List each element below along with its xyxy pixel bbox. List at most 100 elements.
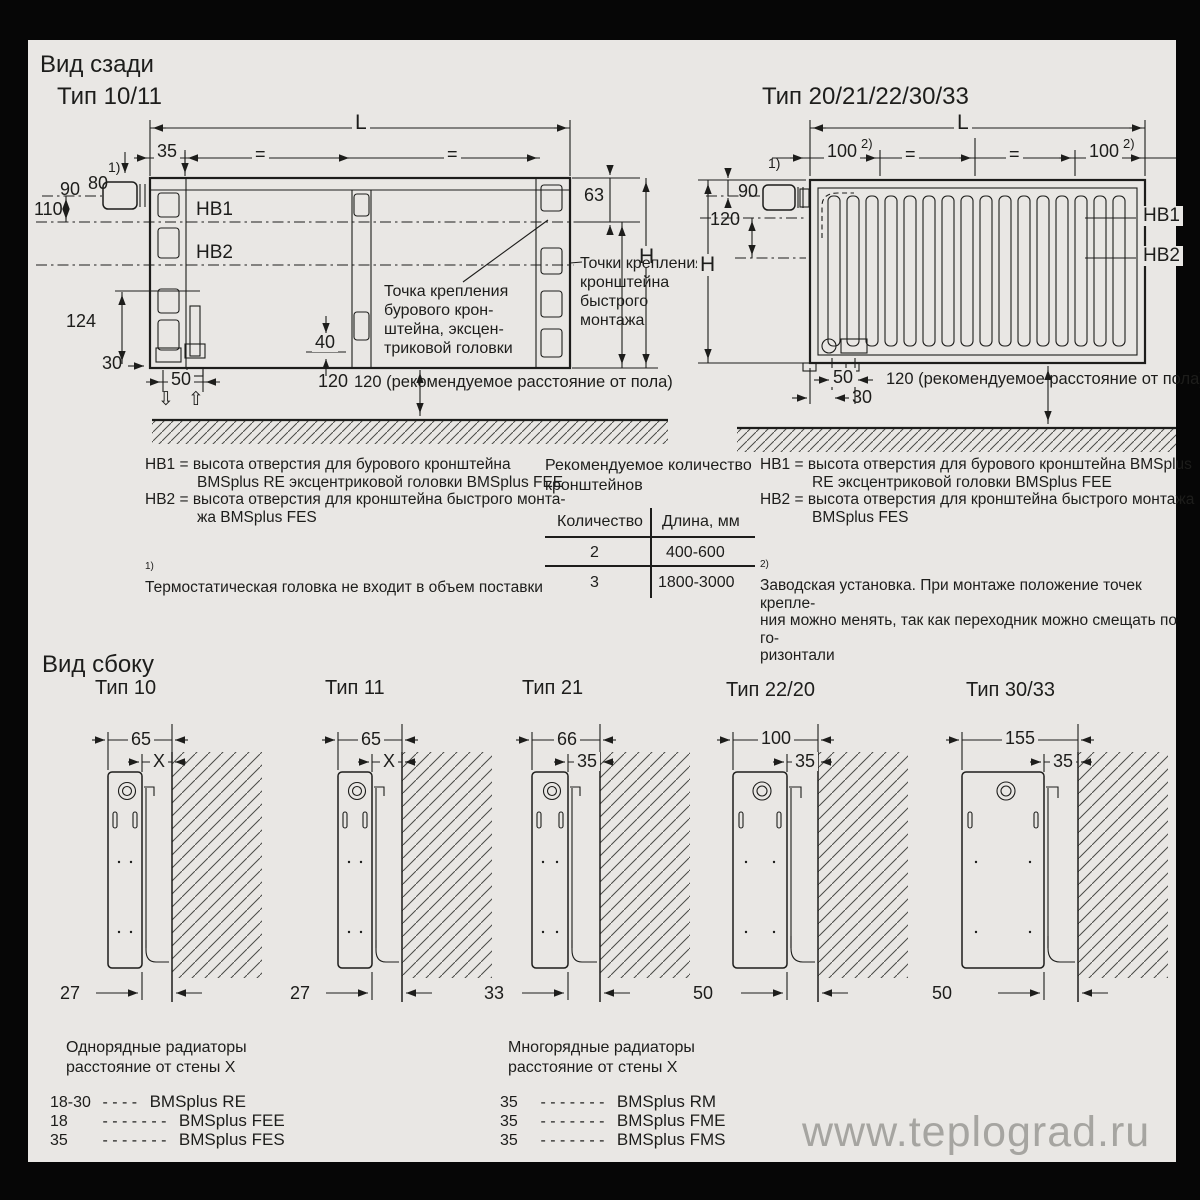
- legend-right-line3: HB2 = высота отверстия для кронштейна бы…: [760, 491, 1195, 508]
- footnote-mark-2-b: 2): [1123, 136, 1135, 151]
- footnote-mark-2-a: 2): [861, 136, 873, 151]
- dim-80: 80: [88, 173, 109, 193]
- side-view-type10-drawing: [92, 724, 262, 1002]
- side-type11-depth: 65: [358, 730, 385, 749]
- side-type3033-floor: 50: [932, 983, 953, 1003]
- footnote-2: 2) Заводская установка. При монтаже поло…: [760, 538, 1200, 665]
- legend-right-line2: RE эксцентриковой головки BMSplus FEE: [812, 473, 1112, 491]
- multi-row-item-1: 35 - - - - - - - BMSplus RM: [500, 1092, 716, 1112]
- multi-row-item-3: 35 - - - - - - - BMSplus FMS: [500, 1130, 726, 1150]
- side-view-type2220-drawing: [717, 724, 908, 1002]
- dash-leader: - - - - - - -: [540, 1094, 605, 1111]
- brackets-table-hline1: [545, 536, 755, 538]
- distance-value: 35: [500, 1113, 518, 1130]
- legend-right-line4: BMSplus FES: [812, 508, 909, 526]
- dim-H-right: H: [697, 253, 719, 277]
- legend-left-line4: жа BMSplus FES: [197, 508, 317, 526]
- dim-124: 124: [66, 311, 97, 331]
- bracket-name: BMSplus FEE: [178, 1111, 285, 1130]
- side-type2220-gap: 35: [792, 752, 819, 771]
- brackets-table-hline2: [545, 565, 755, 567]
- distance-value: 18: [50, 1113, 68, 1130]
- dim-50-left: 50: [168, 370, 195, 389]
- side-type21-gap: 35: [574, 752, 601, 771]
- dash-leader: - - - - - - -: [102, 1113, 167, 1130]
- rear-view-title: Вид сзади: [40, 51, 154, 78]
- legend-right-line1: HB1 = высота отверстия для бурового крон…: [760, 456, 1192, 473]
- side-type2220-depth: 100: [758, 729, 795, 748]
- distance-value: 35: [500, 1132, 518, 1149]
- side-type3033-depth: 155: [1002, 729, 1039, 748]
- bracket-name: BMSplus FME: [616, 1111, 726, 1130]
- watermark-url: www.teplograd.ru: [802, 1108, 1151, 1156]
- legend-left: HB1 = высота отверстия для бурового крон…: [145, 456, 566, 526]
- bracket-name: BMSplus FMS: [616, 1130, 726, 1149]
- dim-equal-2: =: [444, 145, 461, 164]
- footnote-2-text: Заводская установка. При монтаже положен…: [760, 577, 1177, 665]
- dim-30-left: 30: [102, 353, 123, 373]
- dim-120-right: 120: [710, 209, 741, 229]
- dim-110: 110: [34, 199, 63, 219]
- side-type10-depth: 65: [128, 730, 155, 749]
- side-view-type3033-drawing: [946, 724, 1168, 1002]
- distance-value: 18-30: [50, 1094, 91, 1111]
- side-type21-depth: 66: [554, 730, 581, 749]
- dim-40: 40: [312, 333, 339, 352]
- brackets-table-title: Рекомендуемое количество кронштейнов: [545, 457, 752, 494]
- side-type2220-label: Тип 22/20: [726, 679, 815, 701]
- callout-drill-bracket: Точка крепления бурового крон- штейна, э…: [384, 283, 513, 357]
- dim-100-a: 100: [824, 142, 861, 161]
- dim-L-right: L: [954, 111, 972, 135]
- side-view-type21-drawing: [516, 724, 690, 1002]
- side-type10-gap: X: [150, 752, 169, 771]
- thermostatic-head-right: [762, 184, 810, 211]
- dim-30-right: 30: [852, 387, 873, 407]
- dim-L-left: L: [352, 111, 370, 135]
- rear-right-centerlines: [700, 195, 1136, 259]
- side-type3033-gap: 35: [1050, 752, 1077, 771]
- brackets-table-r0-qty: 2: [590, 544, 599, 561]
- side-view-type11-drawing: [322, 724, 492, 1002]
- dim-90-right: 90: [738, 181, 759, 201]
- footnote-mark-1-right: 1): [768, 155, 781, 171]
- legend-left-line1: HB1 = высота отверстия для бурового крон…: [145, 456, 511, 473]
- floor-note-left: 120 (рекомендуемое расстояние от пола): [354, 373, 673, 391]
- side-view-title: Вид сбоку: [42, 651, 154, 678]
- dash-leader: - - - - - - -: [540, 1132, 605, 1149]
- side-type10-floor: 27: [60, 983, 81, 1003]
- rear-view-right-drawing: [762, 178, 1147, 372]
- multi-row-item-2: 35 - - - - - - - BMSplus FME: [500, 1111, 726, 1131]
- rear-left-type-label: Тип 10/11: [57, 83, 162, 110]
- footnote-1: 1) Термостатическая головка не входит в …: [145, 540, 543, 597]
- rear-left-centerlines: [36, 195, 574, 266]
- footnote-2-sup: 2): [760, 558, 769, 570]
- flow-up-arrow-icon: ⇧: [188, 389, 204, 410]
- brackets-table-r0-len: 400-600: [666, 544, 725, 561]
- floor-note-right: 120 (рекомендуемое расстояние от пола): [886, 370, 1200, 388]
- legend-left-line2: BMSplus RE эксцентриковой головки BMSplu…: [197, 473, 564, 491]
- floor-hatch-left: [152, 418, 668, 444]
- bracket-name: BMSplus FES: [178, 1130, 285, 1149]
- dim-90-left: 90: [60, 179, 81, 199]
- label-hb1-left: HB1: [196, 199, 233, 220]
- label-hb1-right: HB1: [1140, 206, 1183, 226]
- dim-equal-4: =: [1006, 145, 1023, 164]
- dim-50-right: 50: [830, 368, 857, 387]
- brackets-table-r1-qty: 3: [590, 574, 599, 591]
- legend-left-line3: HB2 = высота отверстия для кронштейна бы…: [145, 491, 566, 508]
- side-type3033-label: Тип 30/33: [966, 679, 1055, 701]
- distance-value: 35: [500, 1094, 518, 1111]
- thermostatic-head-left: [102, 181, 151, 210]
- dim-equal-1: =: [252, 145, 269, 164]
- side-type10-label: Тип 10: [95, 677, 157, 699]
- footnote-mark-1-left: 1): [108, 159, 121, 175]
- dim-H-left: H: [636, 245, 658, 269]
- dim-120-floor-left: 120: [318, 371, 349, 391]
- dim-100-b: 100: [1086, 142, 1123, 161]
- single-row-item-1: 18-30 - - - - BMSplus RE: [50, 1092, 246, 1112]
- dash-leader: - - - - - - -: [102, 1132, 167, 1149]
- single-row-item-2: 18 - - - - - - - BMSplus FEE: [50, 1111, 285, 1131]
- rear-left-dimensions: [62, 120, 658, 416]
- rear-view-left-drawing: [102, 176, 572, 377]
